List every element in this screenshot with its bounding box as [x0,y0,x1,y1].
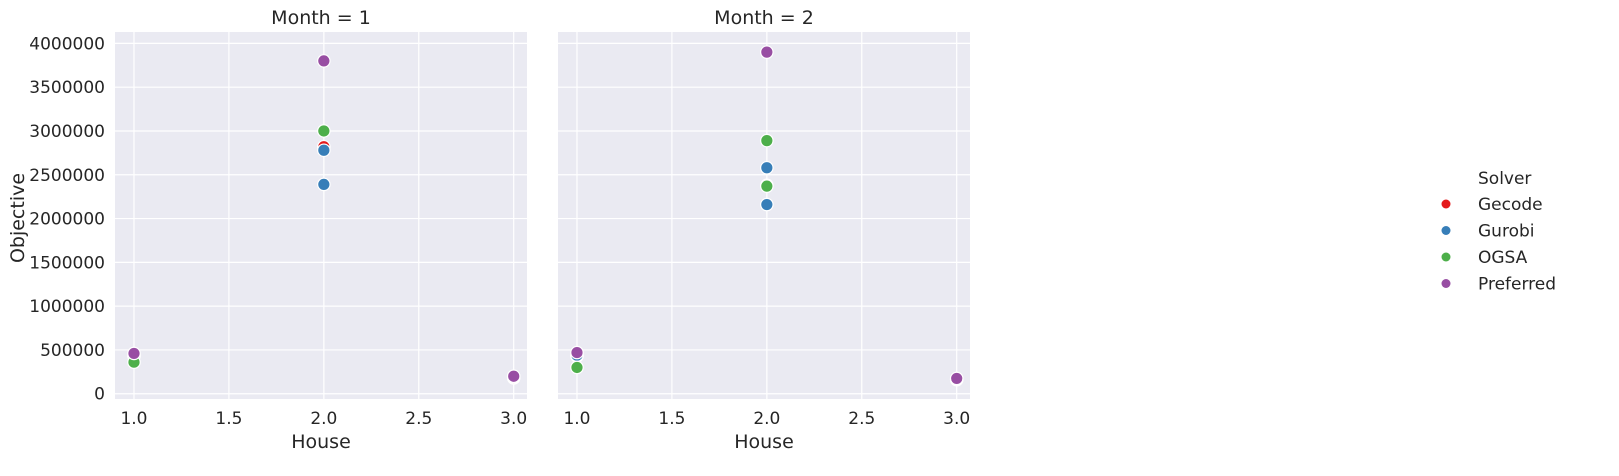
data-point-ogsa [570,360,584,375]
x-tick-label: 1.0 [563,409,590,429]
gridlines [558,32,970,399]
legend-title: Solver [1478,169,1531,189]
x-tick-label: 2.5 [848,409,875,429]
data-point-preferred [949,371,964,386]
panel-month-2: 1.0 1.5 2.0 2.5 3.0 Month = 2 House [558,7,970,453]
x-axis-label: House [734,431,794,453]
data-point-preferred [760,45,774,59]
x-tick-labels: 1.0 1.5 2.0 2.5 3.0 [120,409,527,429]
y-tick-label: 1000000 [29,297,105,317]
data-point-ogsa [760,133,774,148]
y-tick-label: 0 [94,385,105,405]
legend-label-gurobi: Gurobi [1478,222,1534,242]
data-point-preferred [127,346,141,361]
x-tick-label: 1.5 [215,409,242,429]
panel-month-1: 1.0 1.5 2.0 2.5 3.0 0 500000 1000000 1500000 200… [29,7,527,453]
y-axis-label: Objective [7,173,29,263]
data-points [127,54,521,385]
data-point-preferred [506,369,521,384]
legend-marker-ogsa [1441,252,1451,262]
panel-background [558,32,970,399]
data-points [570,45,964,387]
x-tick-label: 1.5 [658,409,685,429]
panel-title: Month = 1 [271,7,371,29]
legend-label-preferred: Preferred [1478,275,1556,295]
legend-label-gecode: Gecode [1478,195,1543,215]
x-tick-label: 1.0 [120,409,147,429]
x-tick-label: 3.0 [500,409,527,429]
x-tick-label: 2.0 [753,409,780,429]
data-point-gurobi [317,143,331,158]
legend-label-ogsa: OGSA [1478,248,1528,268]
data-point-preferred [317,54,331,68]
y-tick-label: 2500000 [29,166,105,186]
y-tick-label: 4000000 [29,34,105,54]
x-tick-labels: 1.0 1.5 2.0 2.5 3.0 [563,409,970,429]
data-point-gurobi [317,177,331,192]
legend-entries: Gecode Gurobi OGSA Preferred [1441,195,1556,295]
y-tick-labels: 0 500000 1000000 1500000 2000000 2500000 30000… [29,34,105,404]
x-tick-label: 2.0 [310,409,337,429]
y-tick-label: 500000 [40,341,105,361]
panel-title: Month = 2 [714,7,814,29]
panel-background [115,32,527,399]
x-axis-label: House [291,431,351,453]
legend: Solver Gecode Gurobi OGSA Preferred [1441,169,1556,295]
x-tick-label: 3.0 [943,409,970,429]
legend-marker-gurobi [1441,226,1451,235]
data-point-gurobi [760,160,774,175]
y-tick-label: 2000000 [29,210,105,230]
y-tick-label: 3000000 [29,122,105,142]
gridlines [115,32,527,399]
data-point-gurobi [760,197,774,212]
x-tick-label: 2.5 [405,409,432,429]
legend-marker-gecode [1441,199,1451,209]
data-point-preferred [570,345,584,360]
data-point-ogsa [317,124,331,138]
data-point-ogsa [760,179,774,193]
y-tick-label: 3500000 [29,78,105,98]
legend-marker-preferred [1441,279,1451,288]
y-tick-label: 1500000 [29,253,105,273]
